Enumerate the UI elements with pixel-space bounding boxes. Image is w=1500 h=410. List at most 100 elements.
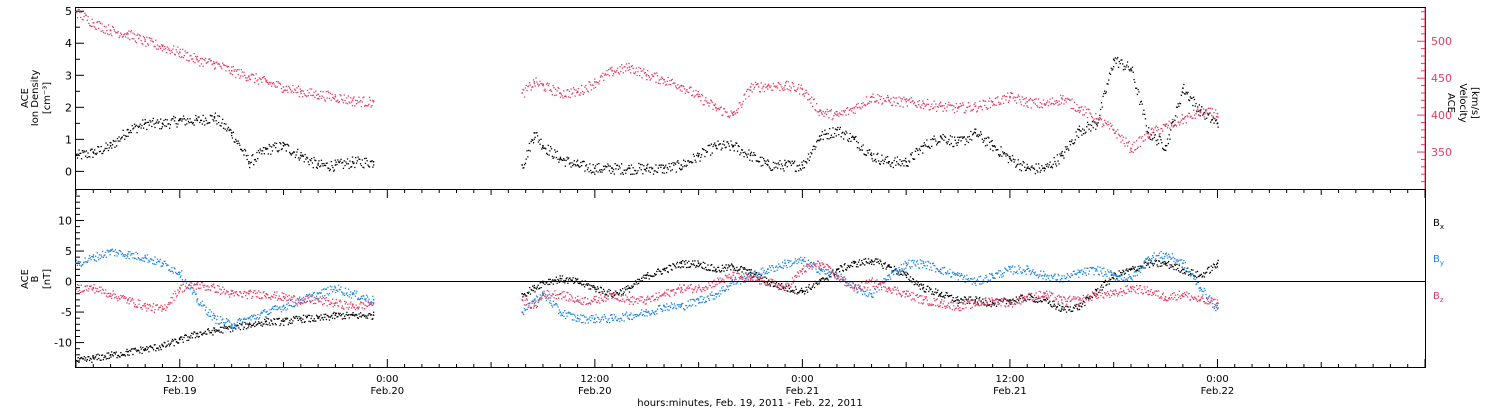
velocity-point (1139, 145, 1142, 148)
by-point (107, 250, 109, 252)
velocity-point (226, 65, 228, 67)
bx-point (1081, 303, 1084, 305)
density-point (660, 166, 662, 168)
density-point (1197, 106, 1199, 108)
bx-point (1088, 296, 1091, 298)
bx-point (553, 279, 555, 281)
by-point (692, 298, 695, 301)
by-point (714, 298, 716, 300)
bx-point (255, 324, 257, 326)
density-point (164, 125, 166, 127)
by-point (239, 317, 241, 320)
by-point (560, 314, 562, 317)
bx-point (1097, 288, 1099, 290)
by-point (229, 325, 232, 327)
bx-point (89, 357, 91, 359)
bx-point (1056, 306, 1058, 308)
bx-point (554, 279, 556, 281)
density-point (957, 136, 959, 138)
by-point (94, 259, 96, 262)
density-point (638, 162, 640, 165)
velocity-point (703, 104, 705, 106)
by-point (816, 271, 818, 273)
velocity-point (890, 98, 892, 100)
bx-point (904, 273, 906, 276)
density-point (213, 120, 215, 122)
density-point (221, 122, 223, 124)
bx-point (171, 338, 174, 341)
bx-point (903, 272, 905, 274)
density-point (594, 173, 596, 175)
velocity-point (168, 47, 170, 49)
velocity-point (844, 109, 846, 111)
bx-point (369, 313, 371, 315)
by-point (268, 312, 270, 315)
density-point (1046, 165, 1048, 167)
by-point (690, 305, 692, 307)
bx-point (159, 346, 162, 349)
by-point (816, 271, 819, 273)
by-point (842, 278, 845, 280)
density-point (1122, 63, 1124, 65)
by-point (547, 298, 549, 300)
bx-point (725, 264, 727, 266)
density-data-point (1112, 58, 1115, 61)
by-point (312, 292, 315, 294)
bx-point (779, 285, 781, 287)
bx-point (1033, 301, 1035, 303)
by-point (347, 288, 350, 290)
by-point (224, 322, 226, 324)
velocity-point (1051, 97, 1054, 99)
density-point (293, 151, 296, 153)
by-point (988, 280, 990, 282)
by-point (334, 285, 336, 287)
bx-point (790, 290, 792, 292)
bx-point (705, 269, 707, 271)
velocity-point (730, 110, 732, 112)
by-point (750, 276, 752, 279)
density-point (817, 139, 819, 141)
bx-point (233, 327, 235, 329)
velocity-point (1028, 99, 1030, 101)
velocity-point (608, 75, 611, 77)
by-point (882, 281, 884, 283)
bx-point (164, 342, 166, 344)
velocity-point (681, 90, 683, 92)
by-point (943, 267, 945, 269)
bx-point (606, 290, 609, 292)
by-point (618, 320, 621, 323)
velocity-point (1175, 125, 1178, 127)
density-point (710, 154, 712, 156)
bx-point (656, 270, 658, 273)
by-point (285, 309, 287, 311)
density-point (1202, 113, 1205, 115)
bx-point (678, 266, 680, 268)
velocity-point (1124, 145, 1126, 147)
density-point (923, 142, 925, 144)
density-point (314, 159, 316, 161)
bx-point (1067, 306, 1069, 308)
by-point (280, 311, 283, 313)
bx-point (187, 336, 189, 338)
velocity-point (617, 71, 620, 74)
by-point (994, 277, 996, 279)
by-point (189, 288, 191, 290)
velocity-point (1095, 122, 1098, 125)
velocity-data-point (109, 29, 112, 32)
bx-point (590, 288, 592, 290)
bx-point (280, 320, 283, 322)
density-point (679, 169, 682, 171)
bx-data-point (1078, 305, 1080, 307)
density-point (847, 139, 849, 141)
velocity-point (758, 91, 761, 93)
density-point (229, 128, 231, 130)
by-point (1005, 268, 1007, 270)
density-point (813, 145, 815, 148)
velocity-point (772, 89, 774, 91)
velocity-point (1075, 110, 1077, 113)
by-point (104, 251, 107, 254)
velocity-point (98, 27, 100, 29)
density-point (1010, 159, 1012, 161)
by-point (286, 303, 288, 305)
density-point (1017, 159, 1019, 161)
